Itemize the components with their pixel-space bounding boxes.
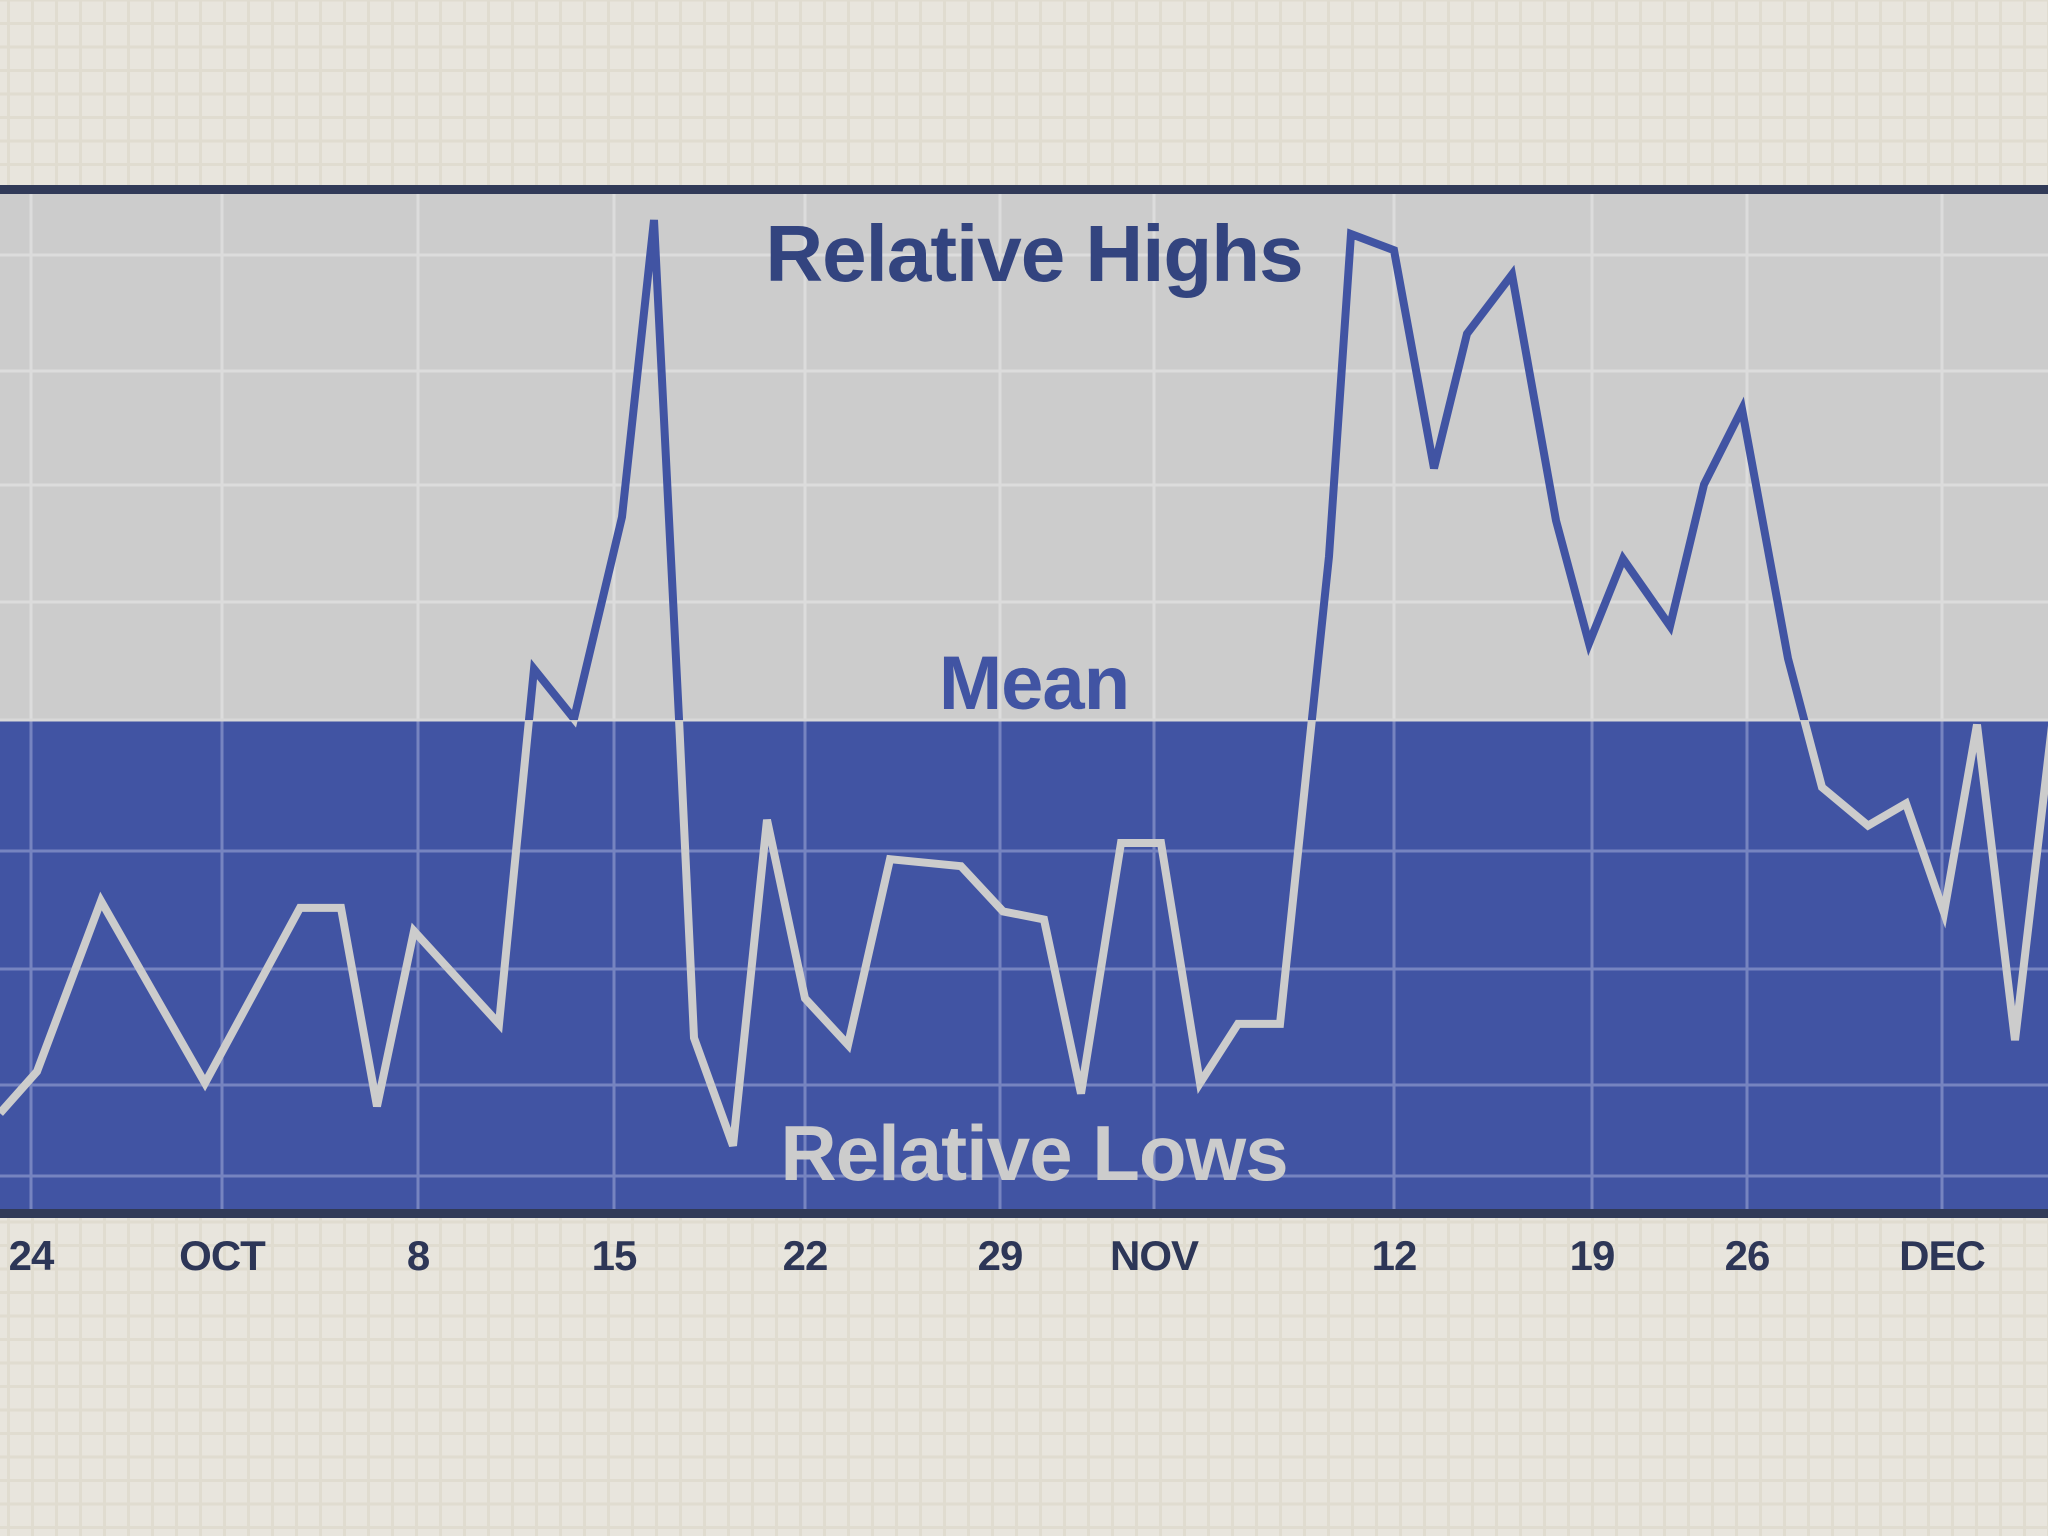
relative-highs-label: Relative Highs [765, 209, 1303, 298]
series-line-below-mean [0, 720, 2048, 1148]
grid-lower [0, 720, 2048, 1209]
relative-lows-label: Relative Lows [780, 1109, 1288, 1197]
series-line-above-mean [524, 219, 1809, 720]
x-tick-label: NOV [1109, 1232, 1199, 1279]
grid-upper [0, 194, 2048, 720]
x-tick-label: DEC [1899, 1232, 1986, 1279]
bottom-border [0, 1209, 2048, 1218]
mean-label: Mean [938, 641, 1130, 726]
x-tick-label: 15 [591, 1232, 638, 1279]
lower-zone [0, 720, 2048, 1213]
x-tick-label: 29 [977, 1232, 1024, 1279]
x-tick-label: 22 [782, 1232, 829, 1279]
x-tick-label: OCT [179, 1232, 266, 1279]
x-tick-label: 19 [1569, 1232, 1616, 1279]
x-tick-label: 8 [406, 1232, 430, 1279]
x-tick-label: 12 [1371, 1232, 1418, 1279]
top-border [0, 185, 2048, 194]
upper-zone [0, 190, 2048, 720]
x-tick-label: 24 [8, 1232, 55, 1279]
x-tick-label: 26 [1724, 1232, 1771, 1279]
